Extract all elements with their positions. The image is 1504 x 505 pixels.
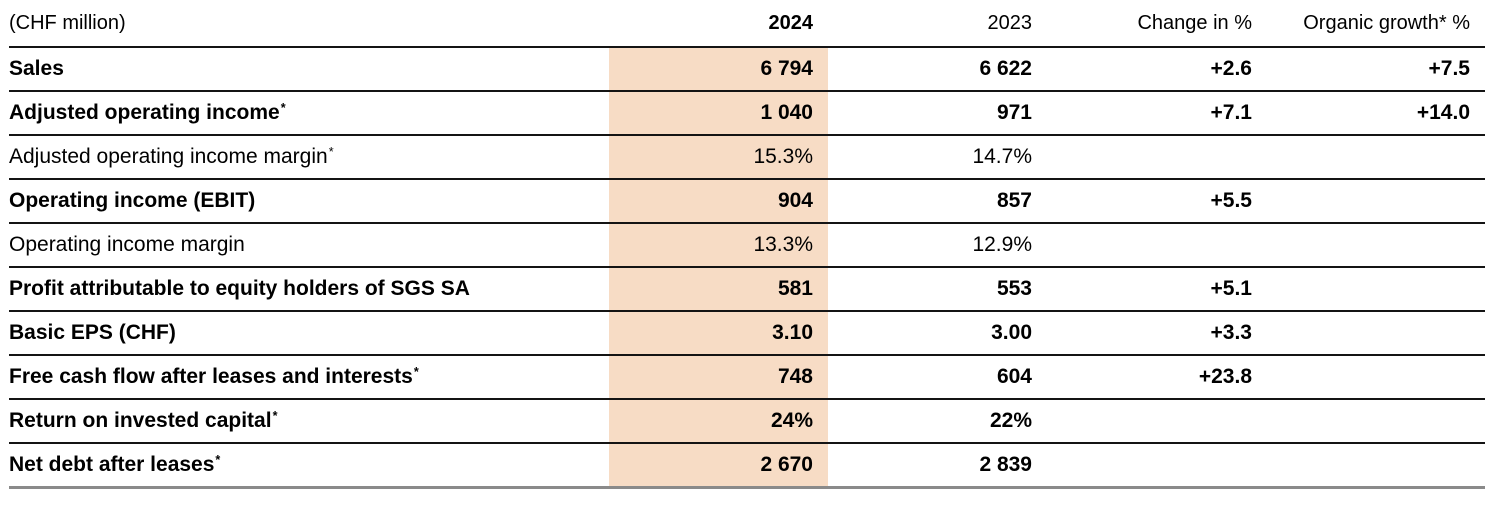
unit-label: (CHF million) (9, 0, 609, 48)
value-2024: 2 670 (609, 443, 828, 489)
value-change (1047, 443, 1267, 489)
value-change: +5.5 (1047, 179, 1267, 224)
footnote-asterisk: * (272, 409, 278, 424)
value-2024: 904 (609, 179, 828, 224)
value-2024: 1 040 (609, 91, 828, 136)
value-organic (1267, 135, 1485, 180)
value-2023: 3.00 (828, 311, 1047, 356)
value-2023: 971 (828, 91, 1047, 136)
row-label: Profit attributable to equity holders of… (9, 267, 609, 312)
table-row: Return on invested capital* 24% 22% (9, 399, 1485, 444)
column-header-organic: Organic growth* % (1267, 0, 1485, 48)
column-header-2024: 2024 (609, 0, 828, 48)
value-2023: 6 622 (828, 47, 1047, 92)
value-2024: 13.3% (609, 223, 828, 268)
footnote-asterisk: * (413, 365, 419, 380)
table-row: Profit attributable to equity holders of… (9, 267, 1485, 312)
header-row: (CHF million) 2024 2023 Change in % Orga… (9, 0, 1485, 48)
value-change: +2.6 (1047, 47, 1267, 92)
value-organic: +7.5 (1267, 47, 1485, 92)
table-row: Net debt after leases* 2 670 2 839 (9, 443, 1485, 489)
value-organic: +14.0 (1267, 91, 1485, 136)
table-row: Adjusted operating income margin* 15.3% 14… (9, 135, 1485, 180)
table-row: Operating income margin 13.3% 12.9% (9, 223, 1485, 268)
value-2024: 24% (609, 399, 828, 444)
value-change (1047, 135, 1267, 180)
value-organic (1267, 399, 1485, 444)
column-header-change: Change in % (1047, 0, 1267, 48)
value-2024: 15.3% (609, 135, 828, 180)
value-2024: 748 (609, 355, 828, 400)
value-2023: 14.7% (828, 135, 1047, 180)
table-row: Free cash flow after leases and interest… (9, 355, 1485, 400)
table-body: Sales 6 794 6 622 +2.6 +7.5 Adjusted operatin… (9, 47, 1485, 489)
table-row: Basic EPS (CHF) 3.10 3.00 +3.3 (9, 311, 1485, 356)
row-label: Sales (9, 47, 609, 92)
value-change (1047, 399, 1267, 444)
value-change: +23.8 (1047, 355, 1267, 400)
value-organic (1267, 179, 1485, 224)
value-2024: 581 (609, 267, 828, 312)
financial-highlights-table: (CHF million) 2024 2023 Change in % Orga… (9, 0, 1485, 489)
row-label: Net debt after leases* (9, 443, 609, 489)
value-organic (1267, 223, 1485, 268)
value-change: +3.3 (1047, 311, 1267, 356)
row-label: Operating income (EBIT) (9, 179, 609, 224)
table-row: Sales 6 794 6 622 +2.6 +7.5 (9, 47, 1485, 92)
value-2023: 553 (828, 267, 1047, 312)
row-label: Free cash flow after leases and interest… (9, 355, 609, 400)
row-label: Adjusted operating income margin* (9, 135, 609, 180)
table-row: Operating income (EBIT) 904 857 +5.5 (9, 179, 1485, 224)
value-organic (1267, 267, 1485, 312)
row-label: Return on invested capital* (9, 399, 609, 444)
value-2023: 22% (828, 399, 1047, 444)
value-2023: 2 839 (828, 443, 1047, 489)
value-2023: 12.9% (828, 223, 1047, 268)
value-change: +7.1 (1047, 91, 1267, 136)
value-2024: 3.10 (609, 311, 828, 356)
footnote-asterisk: * (215, 453, 221, 468)
value-2024: 6 794 (609, 47, 828, 92)
footnote-asterisk: * (280, 101, 286, 116)
value-2023: 857 (828, 179, 1047, 224)
value-organic (1267, 311, 1485, 356)
value-change: +5.1 (1047, 267, 1267, 312)
row-label: Operating income margin (9, 223, 609, 268)
table-row: Adjusted operating income* 1 040 971 +7.1 +1… (9, 91, 1485, 136)
row-label: Adjusted operating income* (9, 91, 609, 136)
row-label: Basic EPS (CHF) (9, 311, 609, 356)
value-organic (1267, 355, 1485, 400)
value-change (1047, 223, 1267, 268)
column-header-2023: 2023 (828, 0, 1047, 48)
value-2023: 604 (828, 355, 1047, 400)
value-organic (1267, 443, 1485, 489)
footnote-asterisk: * (328, 145, 334, 160)
